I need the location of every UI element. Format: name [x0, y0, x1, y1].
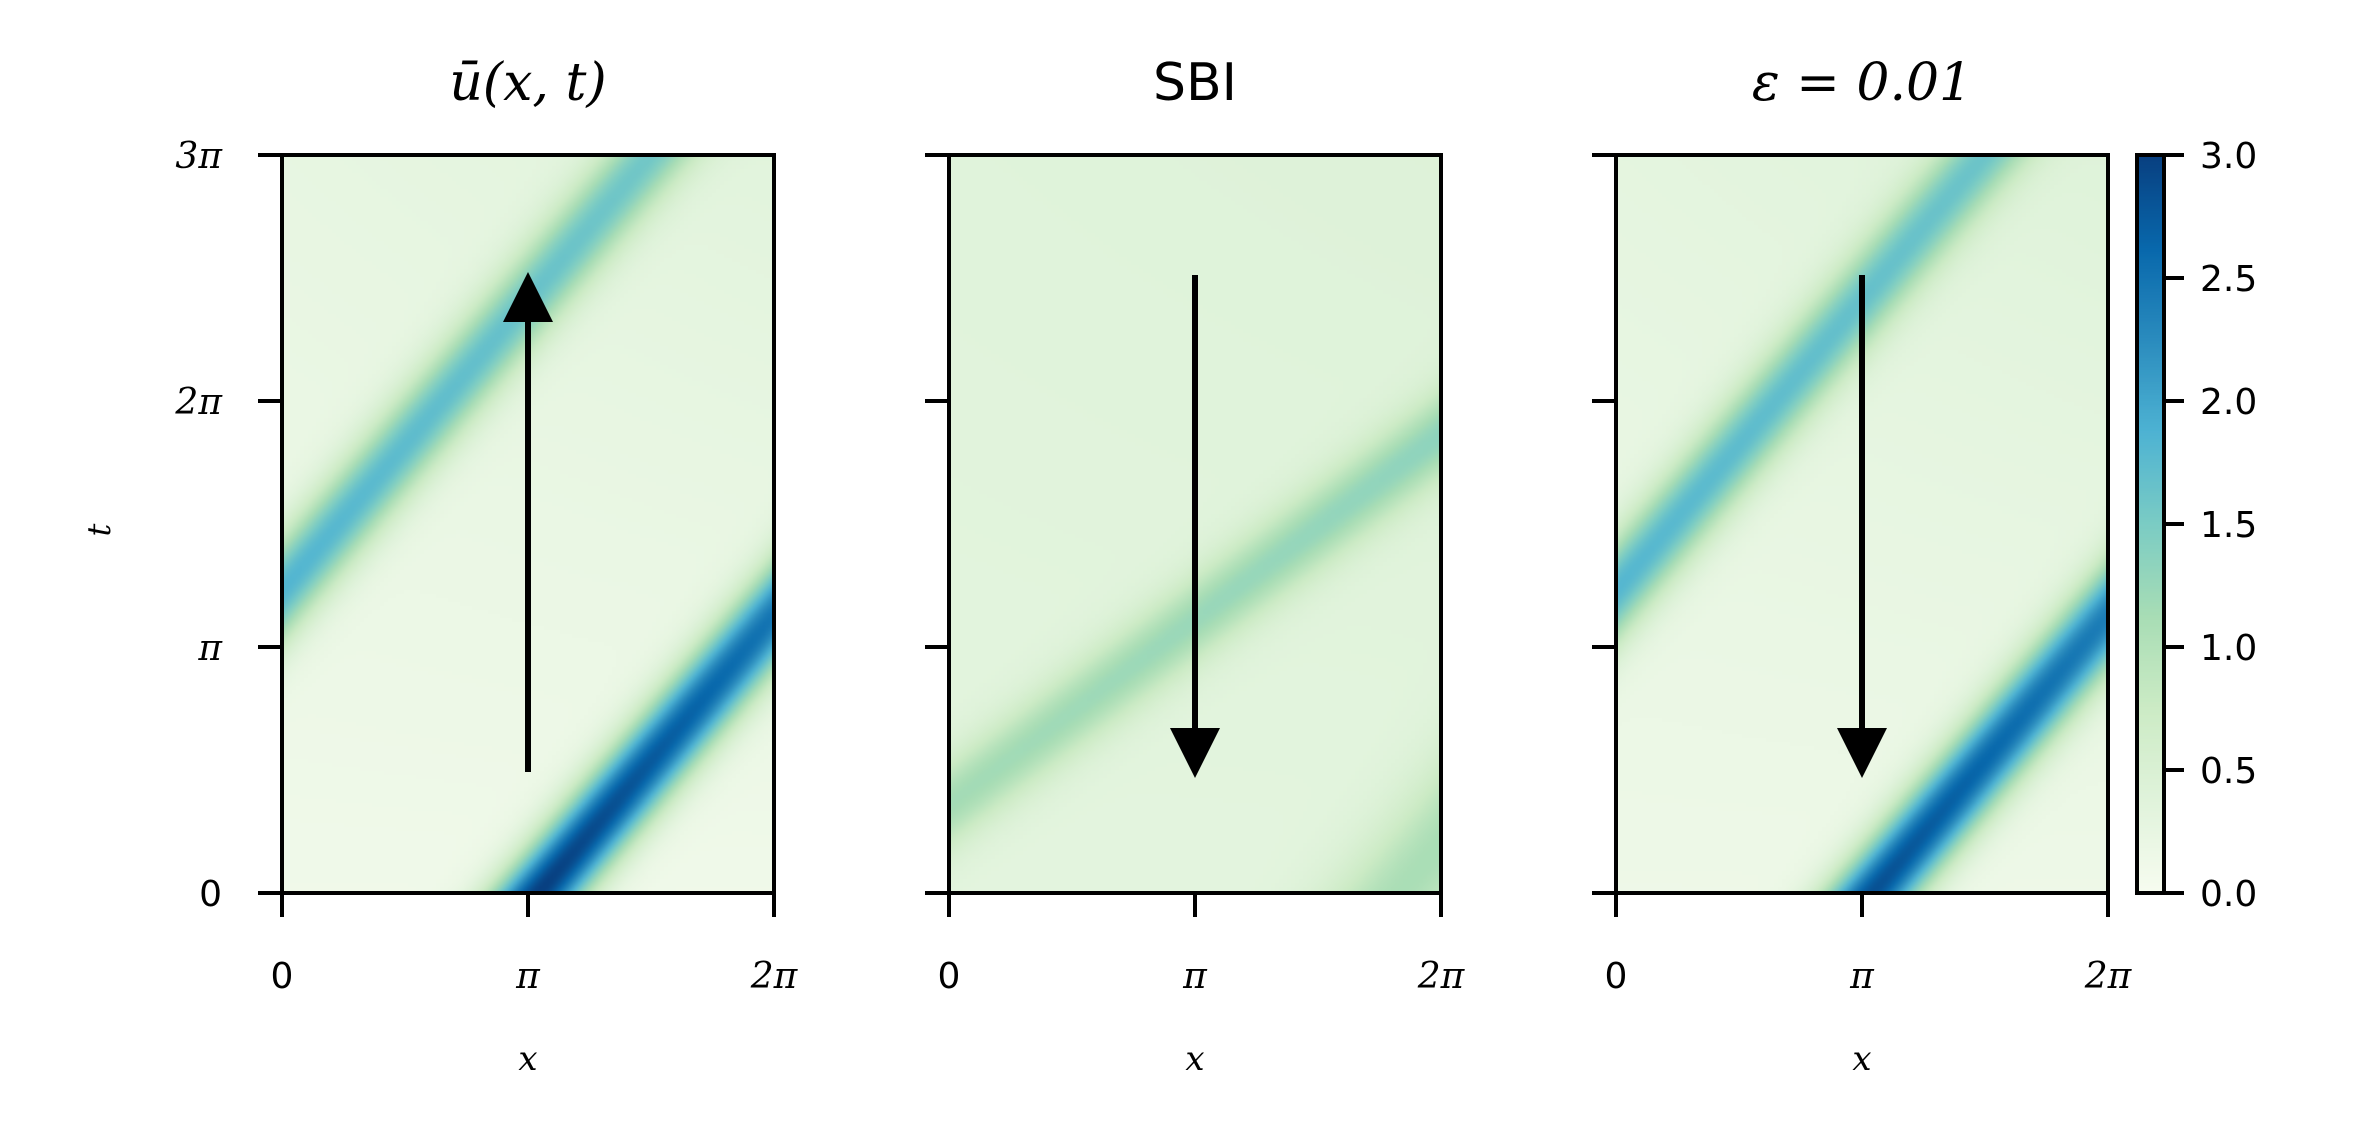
arrow-head	[1170, 728, 1220, 778]
y-tick-label: π	[197, 628, 223, 669]
x-tick-label: π	[1182, 956, 1208, 997]
x-tick-label: 0	[271, 956, 294, 997]
y-tick-label: 2π	[174, 382, 223, 423]
y-tick-label: 3π	[175, 136, 223, 177]
x-axis-label: x	[1852, 1039, 1871, 1079]
x-tick-label: 0	[1605, 956, 1628, 997]
y-axis-label: t	[80, 523, 118, 536]
y-tick-label: 0	[199, 874, 222, 915]
colorbar-tick-label: 2.0	[2200, 382, 2257, 423]
colorbar-tick-label: 0.5	[2200, 751, 2257, 792]
x-axis-label: x	[518, 1039, 537, 1079]
panel-title: SBI	[1153, 53, 1237, 113]
colorbar-gradient	[2137, 155, 2164, 893]
x-tick-label: 2π	[1417, 956, 1466, 997]
x-axis-label: x	[1185, 1039, 1204, 1079]
colorbar-tick-label: 2.5	[2200, 259, 2257, 300]
colorbar-tick-label: 0.0	[2200, 874, 2257, 915]
panel-title: ū(x, t)	[449, 53, 606, 113]
panel-2: SBI 0 π 2π x	[925, 53, 1466, 1079]
panel-1: ū(x, t) 3π 2π π 0 t 0 π 2π x	[80, 53, 799, 1079]
x-tick-label: π	[1849, 956, 1875, 997]
colorbar-tick-label: 1.0	[2200, 628, 2257, 669]
x-tick-label: 0	[938, 956, 961, 997]
colorbar-tick-label: 1.5	[2200, 505, 2257, 546]
colorbar-tick-label: 3.0	[2200, 136, 2257, 177]
colorbar: 0.0 0.5 1.0 1.5 2.0 2.5 3.0	[2135, 136, 2257, 915]
panel-3: ε = 0.01 0 π 2π x	[1592, 53, 2133, 1079]
panel-title: ε = 0.01	[1752, 53, 1972, 113]
x-tick-label: 2π	[2084, 956, 2133, 997]
x-tick-label: π	[515, 956, 541, 997]
x-tick-label: 2π	[750, 956, 799, 997]
colorbar-ticks: 0.0 0.5 1.0 1.5 2.0 2.5 3.0	[2164, 136, 2257, 915]
arrow-head	[503, 272, 553, 322]
arrow-head	[1837, 728, 1887, 778]
